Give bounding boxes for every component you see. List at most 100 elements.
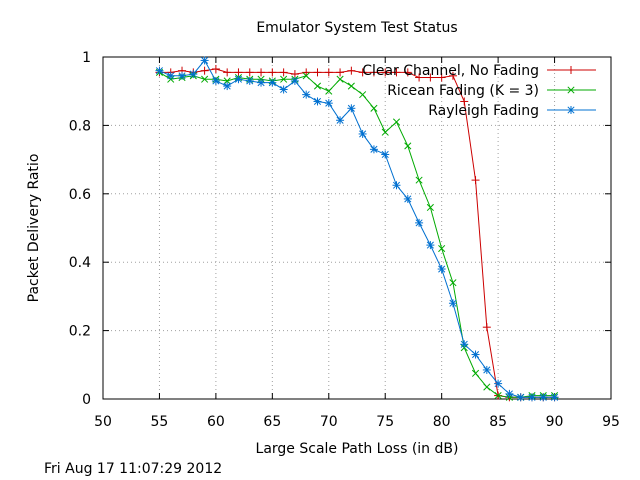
legend-label: Clear Channel, No Fading (362, 63, 539, 79)
data-point (404, 142, 412, 150)
data-point (471, 176, 480, 185)
data-point (449, 279, 457, 287)
legend: Clear Channel, No Fading Ricean Fading (K… (362, 63, 596, 119)
legend-item: Clear Channel, No Fading (362, 63, 596, 79)
x-tick-label: 50 (94, 414, 112, 430)
y-tick-label: 0.6 (69, 187, 91, 203)
data-point (437, 265, 446, 274)
data-point (381, 128, 389, 136)
x-tick-label: 75 (376, 414, 394, 430)
data-point (336, 75, 344, 83)
data-point (415, 218, 424, 227)
y-tick-label: 0.8 (69, 118, 91, 134)
data-point (415, 176, 423, 184)
data-point (347, 82, 355, 90)
data-point (268, 68, 277, 77)
data-point (483, 383, 491, 391)
data-point (200, 56, 209, 65)
data-point (324, 68, 333, 77)
data-point (336, 116, 345, 125)
data-point (516, 393, 525, 402)
data-point (369, 68, 378, 77)
x-tick-label: 65 (263, 414, 281, 430)
series-3 (155, 56, 559, 402)
data-point (437, 73, 446, 82)
data-point (211, 64, 220, 73)
data-point (460, 340, 469, 349)
data-point (460, 97, 469, 106)
data-point (567, 66, 575, 74)
data-point (426, 203, 434, 212)
x-tick-label: 95 (602, 414, 620, 430)
data-point (347, 104, 356, 113)
data-point (223, 68, 232, 77)
data-point (234, 75, 243, 84)
data-point (482, 365, 491, 374)
data-point (302, 90, 311, 99)
data-point (257, 78, 266, 87)
data-point (392, 68, 401, 77)
data-point (438, 244, 446, 253)
y-tick-label: 0.4 (69, 255, 91, 271)
data-point (290, 70, 299, 79)
data-point (166, 71, 175, 80)
x-tick-label: 85 (489, 414, 507, 430)
y-tick-label: 1 (82, 50, 91, 66)
data-point (347, 66, 356, 75)
series-group (155, 56, 559, 402)
data-point (302, 68, 311, 77)
x-tick-label: 70 (320, 414, 338, 430)
data-point (392, 181, 401, 190)
data-point (200, 66, 209, 75)
data-point (471, 369, 480, 377)
data-point (381, 68, 390, 77)
data-point (567, 106, 575, 114)
y-tick-label: 0.2 (69, 324, 91, 340)
data-point (234, 68, 243, 77)
axis-ticks: 50 55 60 65 70 75 80 85 90 95 0 0.2 0.4 0.6 0.8 1 (69, 50, 620, 430)
data-point (403, 194, 412, 203)
data-point (223, 77, 231, 85)
data-point (539, 393, 548, 402)
data-point (211, 76, 220, 85)
data-point (505, 389, 514, 398)
x-tick-label: 60 (207, 414, 225, 430)
x-tick-label: 80 (433, 414, 451, 430)
data-point (426, 73, 435, 82)
data-point (313, 68, 322, 77)
data-point (313, 97, 322, 106)
chart-title: Emulator System Test Status (256, 20, 457, 36)
data-point (313, 82, 322, 90)
data-point (245, 76, 254, 85)
legend-label: Ricean Fading (K = 3) (387, 83, 539, 99)
data-point (448, 299, 457, 308)
data-point (567, 86, 575, 94)
data-point (201, 75, 209, 83)
data-point (268, 78, 277, 87)
data-point (471, 350, 480, 359)
data-point (403, 68, 412, 77)
data-point (494, 379, 503, 388)
series-line (159, 68, 555, 398)
legend-label: Rayleigh Fading (428, 103, 539, 119)
data-point (358, 129, 367, 138)
y-axis-label: Packet Delivery Ratio (26, 154, 42, 303)
data-point (245, 68, 254, 77)
data-point (426, 241, 435, 250)
legend-item: Ricean Fading (K = 3) (387, 83, 596, 99)
x-tick-label: 55 (151, 414, 169, 430)
legend-item: Rayleigh Fading (428, 103, 596, 119)
data-point (370, 104, 378, 112)
x-axis-label: Large Scale Path Loss (in dB) (256, 441, 459, 457)
data-point (392, 118, 401, 126)
data-point (279, 85, 288, 94)
data-point (290, 76, 299, 85)
data-point (336, 68, 345, 77)
data-point (325, 87, 333, 95)
data-point (482, 323, 491, 332)
data-point (494, 392, 502, 400)
plot-frame (102, 56, 612, 400)
data-point (359, 91, 367, 99)
data-point (280, 75, 288, 83)
